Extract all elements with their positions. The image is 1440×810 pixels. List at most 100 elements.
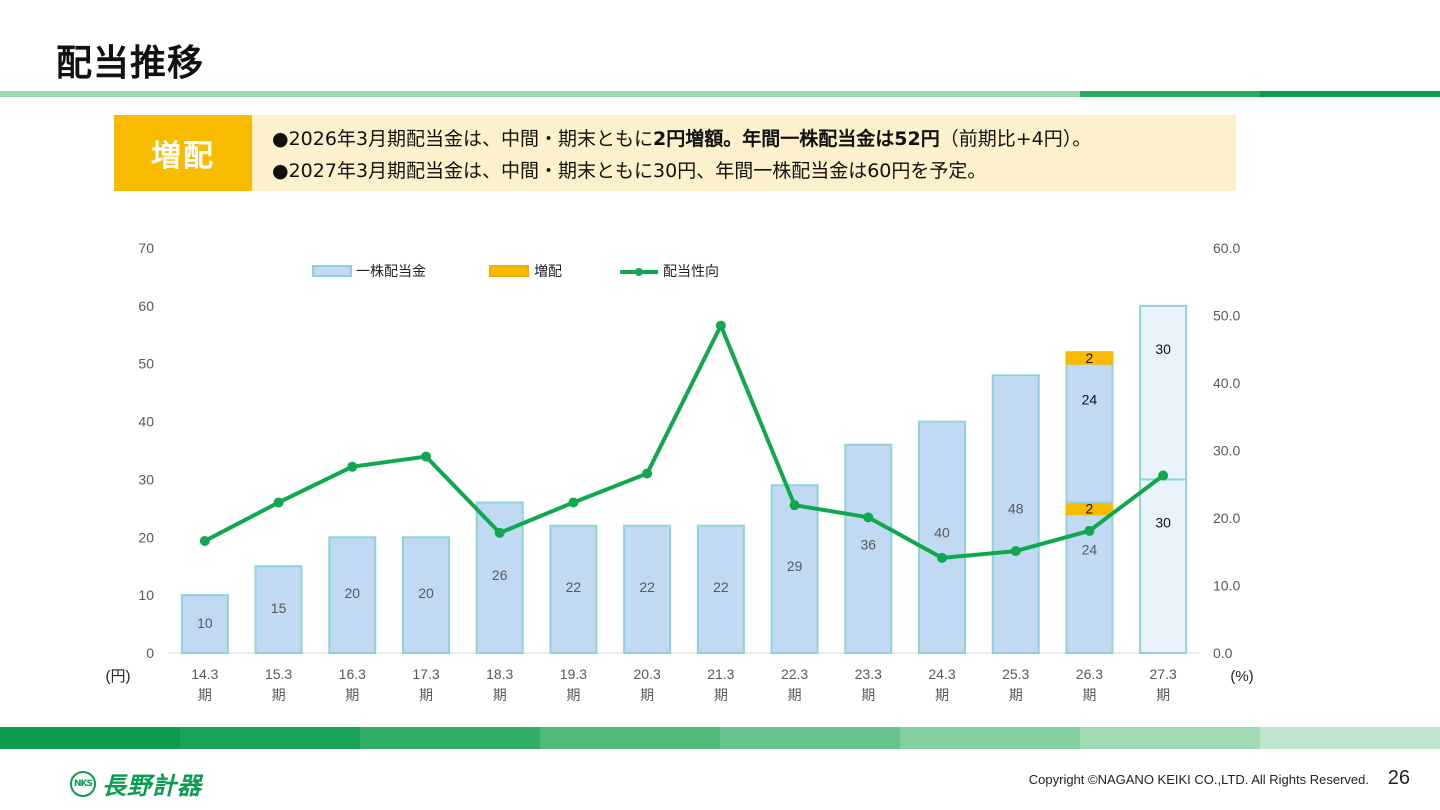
y-left-tick-label: 50 [138, 356, 154, 372]
summary-callout: 増配 ●2026年3月期配当金は、中間・期末ともに2円増額。年間一株配当金は52… [114, 115, 1236, 191]
bar [844, 443, 893, 654]
x-tick-label: 期 [345, 687, 359, 703]
bar-value-label: 36 [860, 537, 876, 553]
bar [623, 524, 672, 655]
bar-segment [1065, 362, 1114, 504]
page-title: 配当推移 [56, 43, 205, 84]
bar [328, 536, 377, 654]
x-tick-label: 期 [1082, 687, 1096, 703]
bar-value-label: 48 [1008, 501, 1024, 517]
x-tick-label: 23.3 [855, 666, 882, 682]
callout-line-1: ●2026年3月期配当金は、中間・期末ともに2円増額。年間一株配当金は52円（前… [272, 124, 1091, 151]
y-left-tick-label: 10 [138, 587, 154, 603]
segment-value-label: 2 [1086, 500, 1094, 516]
x-tick-label: 14.3 [191, 666, 218, 682]
payout-ratio-point [863, 512, 874, 523]
dividend-chart: 0 10 20 30 40 50 60 70 0.0 10.0 20.0 30.0 40.0 50.0 60… [106, 240, 1254, 703]
bar-value-label: 26 [492, 567, 508, 583]
legend-label: 一株配当金 [356, 263, 426, 279]
callout-tag: 増配 [114, 115, 252, 191]
segment-value-label: 24 [1082, 391, 1098, 407]
y-left-tick-label: 0 [146, 645, 154, 661]
callout-text: （前期比+4円）。 [939, 128, 1092, 150]
bar-value-label: 10 [197, 615, 213, 631]
legend-swatch-bar [312, 265, 352, 277]
bar-segment [1139, 304, 1188, 481]
x-tick-label: 21.3 [707, 666, 734, 682]
footer-color-band [0, 727, 1440, 749]
y-right-tick-label: 0.0 [1213, 645, 1233, 661]
x-tick-label: 27.3 [1150, 666, 1177, 682]
payout-ratio-point [715, 320, 726, 331]
payout-ratio-point [421, 451, 431, 462]
x-tick-label: 期 [788, 687, 802, 703]
bar-value-label: 20 [344, 585, 360, 601]
y-right-unit: (%) [1230, 668, 1253, 685]
payout-ratio-point [568, 497, 579, 508]
bar-value-label: 15 [271, 600, 287, 616]
legend-label: 増配 [534, 263, 562, 279]
payout-ratio-point [199, 535, 210, 546]
y-right-tick-label: 50.0 [1213, 308, 1240, 324]
callout-emphasis: 2円増額。年間一株配当金は52円 [653, 128, 940, 150]
header-divider-band [0, 91, 1440, 97]
bar-segment [1065, 513, 1114, 654]
legend-swatch-point [635, 268, 643, 276]
payout-ratio-point [347, 461, 358, 472]
callout-line-2: ●2027年3月期配当金は、中間・期末ともに30円、年間一株配当金は60円を予定… [272, 156, 986, 183]
x-tick-label: 16.3 [339, 666, 366, 682]
y-left-unit: (円) [106, 668, 131, 685]
x-tick-label: 期 [935, 687, 949, 703]
y-right-tick-label: 20.0 [1213, 510, 1240, 526]
x-tick-label: 期 [419, 687, 433, 703]
legend-label: 配当性向 [663, 263, 719, 279]
x-tick-label: 26.3 [1076, 666, 1103, 682]
y-left-tick-label: 60 [138, 298, 154, 314]
legend-swatch-increase [489, 265, 529, 277]
logo-mark-icon: NKS [70, 770, 96, 797]
x-tick-label: 期 [640, 687, 654, 703]
segment-value-label: 2 [1086, 350, 1094, 366]
segment-value-label: 30 [1155, 341, 1171, 357]
x-tick-label: 22.3 [781, 666, 808, 682]
bar-value-label: 22 [566, 579, 582, 595]
bar [180, 594, 229, 654]
payout-ratio-point [273, 497, 284, 508]
payout-ratio-point [494, 527, 505, 538]
payout-ratio-point [642, 468, 653, 479]
payout-ratio-point [789, 500, 800, 511]
payout-ratio-line [203, 323, 1165, 560]
payout-ratio-point [1084, 525, 1095, 536]
bar [770, 484, 819, 655]
bullet: ● [272, 128, 289, 150]
bar [918, 420, 966, 654]
x-tick-label: 19.3 [560, 666, 587, 682]
y-right-tick-label: 30.0 [1213, 443, 1240, 459]
bar [402, 536, 450, 654]
y-left-tick-label: 40 [138, 414, 154, 430]
x-tick-label: 17.3 [412, 666, 439, 682]
page-number: 26 [1387, 767, 1410, 789]
bar [696, 524, 745, 655]
y-left-tick-label: 70 [138, 240, 154, 256]
x-tick-label: 期 [198, 687, 212, 703]
x-tick-label: 18.3 [486, 666, 513, 682]
x-tick-label: 15.3 [265, 666, 292, 682]
x-tick-label: 期 [1009, 687, 1023, 703]
increase-segment [1065, 351, 1114, 365]
logo-text: 長野計器 [102, 772, 202, 800]
bullet: ● [272, 160, 289, 182]
x-tick-label: 期 [272, 687, 286, 703]
payout-ratio-point [1010, 546, 1021, 557]
company-logo: NKS 長野計器 [70, 766, 202, 801]
x-tick-label: 期 [493, 687, 507, 703]
x-tick-label: 期 [1156, 687, 1170, 703]
bar-value-label: 22 [639, 579, 655, 595]
segment-value-label: 30 [1155, 515, 1171, 531]
payout-ratio-point [1158, 470, 1169, 481]
callout-text: 2027年3月期配当金は、中間・期末ともに30円、年間一株配当金は60円を予定。 [288, 160, 987, 182]
bar-value-label: 40 [934, 525, 950, 541]
y-left-tick-label: 30 [138, 471, 154, 487]
bar [254, 565, 303, 655]
payout-ratio-point [937, 552, 947, 563]
